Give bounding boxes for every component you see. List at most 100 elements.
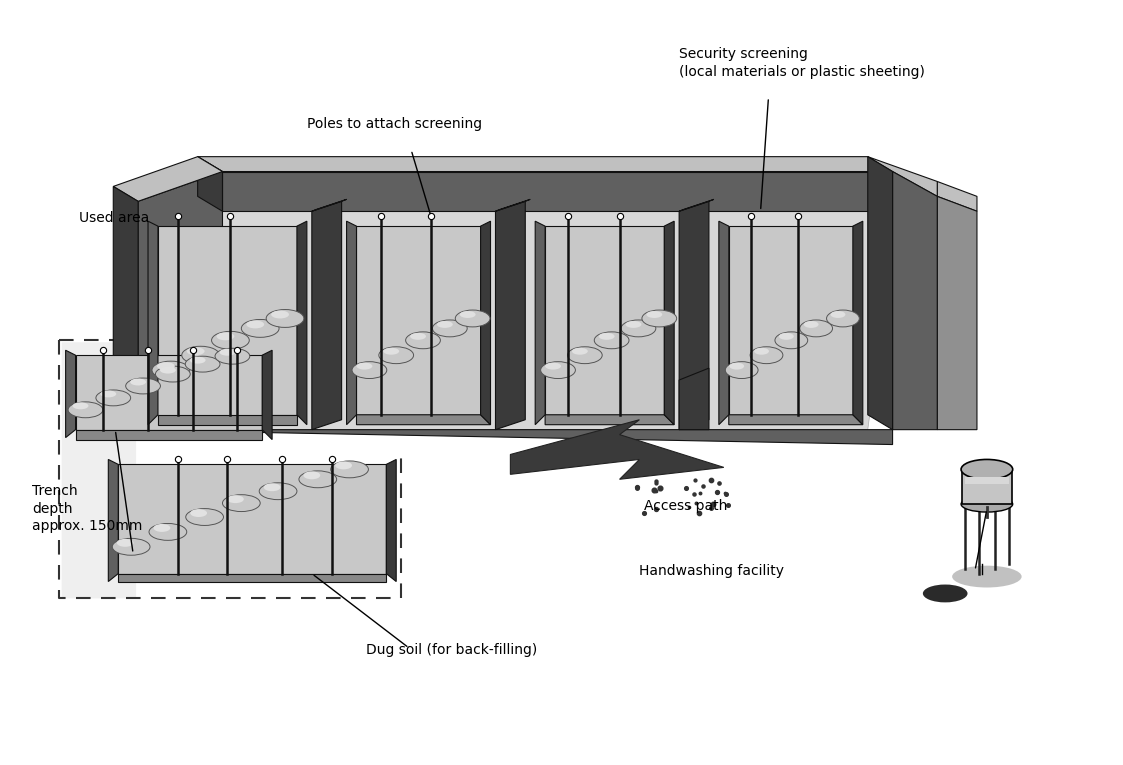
Ellipse shape	[126, 378, 161, 394]
Polygon shape	[312, 200, 347, 211]
Ellipse shape	[459, 311, 476, 318]
Polygon shape	[113, 187, 138, 430]
Text: Used area: Used area	[79, 211, 148, 225]
Ellipse shape	[130, 379, 146, 386]
Polygon shape	[222, 171, 893, 211]
Polygon shape	[198, 157, 893, 171]
Polygon shape	[198, 157, 222, 211]
Polygon shape	[852, 221, 862, 425]
Ellipse shape	[432, 320, 467, 337]
Ellipse shape	[923, 584, 968, 602]
Polygon shape	[356, 226, 481, 415]
Ellipse shape	[754, 348, 769, 355]
Text: Handwashing facility: Handwashing facility	[639, 564, 785, 578]
Polygon shape	[893, 171, 938, 430]
Ellipse shape	[779, 333, 794, 340]
Ellipse shape	[750, 347, 783, 363]
Ellipse shape	[186, 347, 204, 355]
Polygon shape	[65, 350, 75, 438]
Polygon shape	[481, 221, 491, 425]
Polygon shape	[113, 157, 222, 201]
Polygon shape	[75, 430, 262, 440]
Ellipse shape	[626, 321, 641, 328]
Ellipse shape	[952, 565, 1022, 588]
Ellipse shape	[117, 539, 134, 547]
Ellipse shape	[100, 390, 117, 397]
Text: Access path: Access path	[645, 499, 728, 513]
Ellipse shape	[222, 495, 261, 512]
Polygon shape	[679, 201, 709, 430]
Text: Dug soil (for back-filling): Dug soil (for back-filling)	[366, 643, 538, 657]
Ellipse shape	[545, 363, 562, 369]
Ellipse shape	[190, 509, 207, 517]
Ellipse shape	[155, 366, 190, 382]
Polygon shape	[296, 221, 307, 425]
Ellipse shape	[266, 310, 304, 327]
Ellipse shape	[410, 333, 426, 340]
Polygon shape	[148, 221, 158, 425]
Polygon shape	[158, 415, 296, 425]
Polygon shape	[118, 464, 386, 574]
Ellipse shape	[149, 523, 186, 540]
Ellipse shape	[219, 349, 236, 356]
Ellipse shape	[330, 461, 368, 478]
Polygon shape	[938, 197, 977, 430]
Ellipse shape	[185, 356, 220, 372]
Ellipse shape	[961, 460, 1013, 480]
Ellipse shape	[259, 483, 296, 500]
Polygon shape	[938, 181, 977, 211]
Polygon shape	[495, 201, 526, 430]
Ellipse shape	[572, 348, 587, 355]
Ellipse shape	[378, 347, 413, 363]
Ellipse shape	[383, 348, 399, 355]
Ellipse shape	[729, 363, 745, 369]
Polygon shape	[545, 226, 664, 415]
Polygon shape	[113, 211, 893, 430]
Polygon shape	[679, 368, 709, 430]
Ellipse shape	[725, 362, 758, 379]
Polygon shape	[62, 342, 136, 598]
Ellipse shape	[335, 461, 351, 470]
Ellipse shape	[804, 321, 819, 328]
Ellipse shape	[190, 356, 206, 363]
Ellipse shape	[299, 470, 337, 488]
Ellipse shape	[831, 311, 846, 318]
Ellipse shape	[437, 321, 453, 328]
Ellipse shape	[271, 311, 289, 318]
Ellipse shape	[455, 310, 490, 327]
Ellipse shape	[594, 332, 629, 349]
Polygon shape	[158, 226, 296, 415]
Polygon shape	[138, 171, 222, 430]
Polygon shape	[262, 350, 272, 440]
Polygon shape	[729, 415, 862, 425]
Ellipse shape	[246, 321, 264, 328]
Polygon shape	[118, 574, 386, 581]
Ellipse shape	[241, 320, 280, 337]
Ellipse shape	[157, 362, 175, 370]
Polygon shape	[495, 200, 530, 211]
Ellipse shape	[95, 390, 130, 405]
Polygon shape	[312, 201, 341, 430]
Polygon shape	[347, 221, 356, 425]
Ellipse shape	[356, 363, 373, 369]
Ellipse shape	[152, 361, 190, 379]
Ellipse shape	[567, 347, 602, 363]
Ellipse shape	[217, 332, 235, 340]
Polygon shape	[108, 460, 118, 581]
Polygon shape	[75, 355, 262, 430]
Ellipse shape	[621, 320, 656, 337]
Ellipse shape	[303, 471, 320, 480]
Ellipse shape	[540, 362, 575, 379]
Ellipse shape	[159, 366, 176, 373]
Text: Security screening
(local materials or plastic sheeting): Security screening (local materials or p…	[679, 47, 925, 79]
Ellipse shape	[227, 495, 244, 503]
Polygon shape	[356, 415, 491, 425]
Ellipse shape	[182, 347, 219, 364]
Polygon shape	[868, 157, 938, 197]
Ellipse shape	[405, 332, 440, 349]
Ellipse shape	[775, 332, 807, 349]
Ellipse shape	[642, 310, 677, 327]
Polygon shape	[664, 221, 674, 425]
Text: Poles to attach screening: Poles to attach screening	[307, 117, 482, 131]
Ellipse shape	[214, 348, 249, 364]
